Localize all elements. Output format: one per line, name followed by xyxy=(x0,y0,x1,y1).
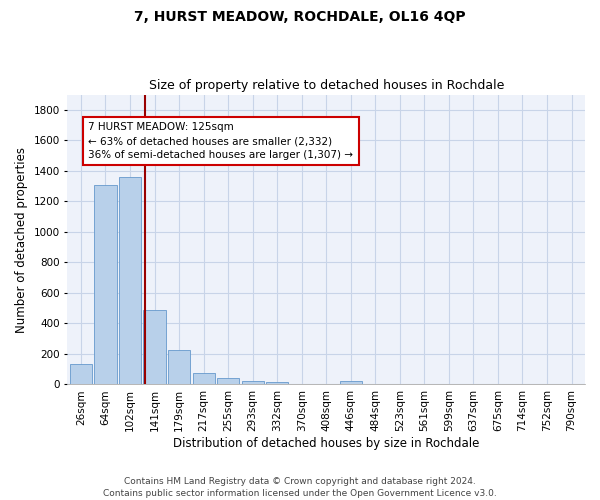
Text: 7 HURST MEADOW: 125sqm
← 63% of detached houses are smaller (2,332)
36% of semi-: 7 HURST MEADOW: 125sqm ← 63% of detached… xyxy=(88,122,353,160)
Bar xyxy=(94,184,116,384)
Text: 7, HURST MEADOW, ROCHDALE, OL16 4QP: 7, HURST MEADOW, ROCHDALE, OL16 4QP xyxy=(134,10,466,24)
Bar xyxy=(168,350,190,384)
Bar xyxy=(217,378,239,384)
Title: Size of property relative to detached houses in Rochdale: Size of property relative to detached ho… xyxy=(149,79,504,92)
Bar xyxy=(193,373,215,384)
Bar xyxy=(119,177,141,384)
Y-axis label: Number of detached properties: Number of detached properties xyxy=(15,146,28,332)
Text: Contains HM Land Registry data © Crown copyright and database right 2024.
Contai: Contains HM Land Registry data © Crown c… xyxy=(103,476,497,498)
Bar xyxy=(266,382,288,384)
Bar xyxy=(242,380,263,384)
Bar xyxy=(340,382,362,384)
Bar xyxy=(70,364,92,384)
Bar xyxy=(143,310,166,384)
X-axis label: Distribution of detached houses by size in Rochdale: Distribution of detached houses by size … xyxy=(173,437,479,450)
